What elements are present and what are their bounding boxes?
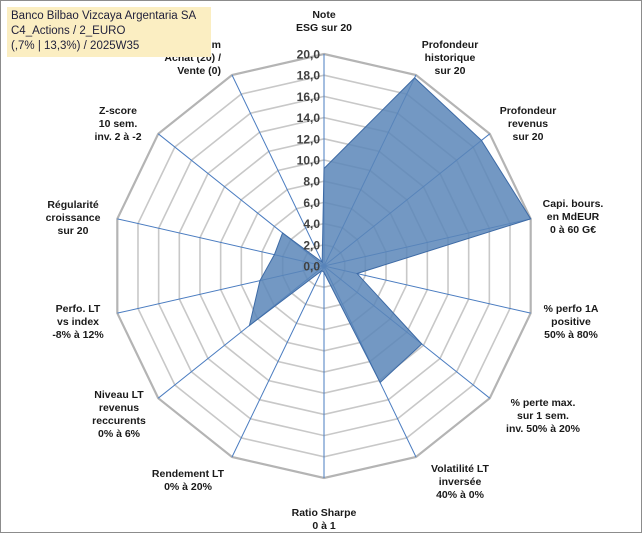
axis-label-line: Régularité xyxy=(47,199,99,211)
axis-label: Rendement LT 0% à 20% xyxy=(152,468,225,493)
axis-label: Volatilité LT inversée 40% à 0% xyxy=(431,463,490,501)
axis-label-line: Niveau LT xyxy=(94,389,144,401)
axis-label: % perfo 1A positive 50% à 80% xyxy=(544,303,599,341)
axis-label-line: 0 à 1 xyxy=(312,520,336,532)
axis-label: Ratio Sharpe 0 à 1 xyxy=(292,507,357,532)
axis-label-line: 0% à 6% xyxy=(98,428,141,440)
tick-label: 18,0 xyxy=(297,69,321,83)
axis-label: Z-score 10 sem. inv. 2 à -2 xyxy=(94,105,141,143)
axis-label-line: Vente (0) xyxy=(177,65,221,77)
tick-label: 10,0 xyxy=(297,154,321,168)
data-point xyxy=(248,324,250,326)
data-point xyxy=(281,232,283,234)
axis-label-line: % perte max. xyxy=(511,397,576,409)
data-point xyxy=(421,343,423,345)
title-line: C4_Actions / 2_EURO xyxy=(11,25,126,37)
tick-label: 0,0 xyxy=(303,260,320,274)
data-point xyxy=(379,381,381,383)
axis-label: Profondeur historique sur 20 xyxy=(422,39,479,77)
axis-label-line: Note xyxy=(312,9,335,21)
data-point xyxy=(321,261,323,263)
axis-spoke xyxy=(231,265,325,458)
axis-spoke xyxy=(231,74,325,267)
axis-label-line: -8% à 12% xyxy=(52,329,104,341)
data-point xyxy=(480,139,482,141)
tick-label: 20,0 xyxy=(297,48,321,62)
tick-label: 4,0 xyxy=(303,217,320,231)
axis-label-line: vs index xyxy=(57,316,99,328)
axis-label-line: en MdEUR xyxy=(547,211,600,223)
chart-title-box: Banco Bilbao Vizcaya Argentaria SA C4_Ac… xyxy=(7,7,211,57)
axis-label: Capi. bours. en MdEUR 0 à 60 G€ xyxy=(543,198,604,236)
tick-label: 6,0 xyxy=(303,196,320,210)
axis-label-line: sur 20 xyxy=(513,131,544,143)
title-line: (,7% | 13,3%) / 2025W35 xyxy=(11,40,140,52)
axis-label: Niveau LT revenus reccurents 0% à 6% xyxy=(92,389,146,440)
data-point xyxy=(259,279,261,281)
axis-label-line: revenus xyxy=(99,402,139,414)
axis-label-line: inv. 50% à 20% xyxy=(506,423,581,435)
tick-label: 14,0 xyxy=(297,111,321,125)
title-line: Banco Bilbao Vizcaya Argentaria SA xyxy=(11,10,197,22)
axis-label-line: 10 sem. xyxy=(99,118,138,130)
tick-label: 8,0 xyxy=(303,175,320,189)
tick-label: 16,0 xyxy=(297,90,321,104)
axis-label-line: Rendement LT xyxy=(152,468,225,480)
axis-label-line: Z-score xyxy=(99,105,137,117)
axis-label-line: 50% à 80% xyxy=(544,329,598,341)
data-point xyxy=(323,167,325,169)
axis-label-line: inv. 2 à -2 xyxy=(94,131,141,143)
data-point xyxy=(273,253,275,255)
data-point xyxy=(323,271,325,273)
axis-label-line: Ratio Sharpe xyxy=(292,507,357,519)
data-point xyxy=(529,218,531,220)
tick-label: 12,0 xyxy=(297,132,321,146)
axis-label-line: 0% à 20% xyxy=(164,481,213,493)
axis-label-line: Capi. bours. xyxy=(543,198,604,210)
axis-label-line: sur 1 sem. xyxy=(517,410,569,422)
axis-label-line: 0 à 60 G€ xyxy=(550,224,596,236)
axis-label-line: Perfo. LT xyxy=(56,303,101,315)
data-point xyxy=(356,272,358,274)
tick-label: 2,0 xyxy=(303,238,320,252)
axis-label-line: inversée xyxy=(439,476,482,488)
data-point xyxy=(321,270,323,272)
axis-label-line: croissance xyxy=(46,212,101,224)
axis-label-line: ESG sur 20 xyxy=(296,22,352,34)
axis-label-line: sur 20 xyxy=(58,225,89,237)
axis-label-line: sur 20 xyxy=(435,65,466,77)
axis-label-line: 40% à 0% xyxy=(436,489,485,501)
axis-label: Perfo. LT vs index -8% à 12% xyxy=(52,303,104,341)
axis-label: Note ESG sur 20 xyxy=(296,9,352,34)
axis-label-line: % perfo 1A xyxy=(544,303,599,315)
data-point xyxy=(413,77,415,79)
axis-label: Profondeur revenus sur 20 xyxy=(500,105,557,143)
axis-label-line: Profondeur xyxy=(500,105,557,117)
data-series-area xyxy=(248,77,532,384)
axis-label-line: historique xyxy=(425,52,476,64)
axis-label-line: reccurents xyxy=(92,415,146,427)
axis-spoke xyxy=(323,265,531,314)
axis-label: Régularité croissance sur 20 xyxy=(46,199,101,237)
axis-label: % perte max. sur 1 sem. inv. 50% à 20% xyxy=(506,397,581,435)
axis-label-line: positive xyxy=(551,316,591,328)
axis-label-line: Profondeur xyxy=(422,39,479,51)
axis-label-line: revenus xyxy=(508,118,548,130)
axis-label-line: Volatilité LT xyxy=(431,463,490,475)
